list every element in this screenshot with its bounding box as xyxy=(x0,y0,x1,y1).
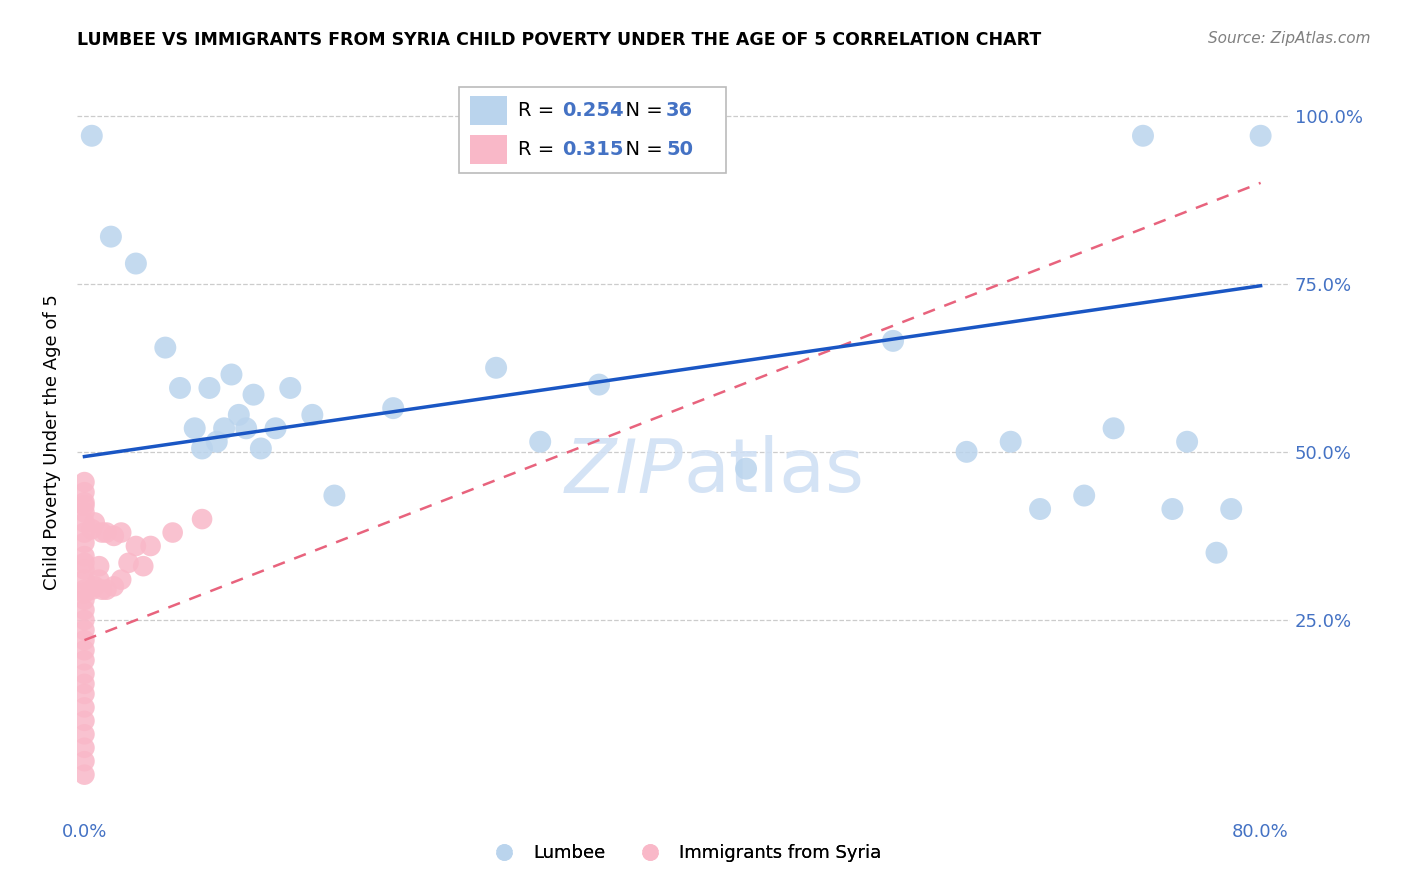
Point xyxy=(735,461,758,475)
Point xyxy=(955,445,977,459)
Text: atlas: atlas xyxy=(683,435,865,508)
Point xyxy=(323,489,346,503)
Point xyxy=(191,442,214,456)
Point xyxy=(100,229,122,244)
Point xyxy=(73,623,96,637)
Point xyxy=(1175,434,1198,449)
Point xyxy=(1161,502,1184,516)
Point xyxy=(103,529,125,543)
Point xyxy=(73,549,96,563)
Point xyxy=(110,573,132,587)
Point xyxy=(73,582,96,597)
Point xyxy=(91,582,114,597)
Point xyxy=(198,381,221,395)
Point xyxy=(73,562,96,576)
Point xyxy=(228,408,250,422)
Point xyxy=(103,579,125,593)
Point xyxy=(1205,546,1227,560)
Point xyxy=(1073,489,1095,503)
Point xyxy=(80,522,103,536)
Point xyxy=(242,387,264,401)
Y-axis label: Child Poverty Under the Age of 5: Child Poverty Under the Age of 5 xyxy=(44,293,60,590)
Point xyxy=(89,559,111,574)
Point xyxy=(73,666,96,681)
Point xyxy=(139,539,162,553)
Point xyxy=(155,341,177,355)
Point xyxy=(882,334,904,348)
Point xyxy=(83,579,105,593)
Point xyxy=(1029,502,1052,516)
Point xyxy=(73,714,96,728)
Point xyxy=(73,740,96,755)
Point xyxy=(73,535,96,549)
Point xyxy=(132,559,155,574)
Point xyxy=(73,767,96,781)
Point xyxy=(89,573,111,587)
Point xyxy=(205,434,228,449)
Point xyxy=(73,495,96,509)
Text: ZIP: ZIP xyxy=(565,435,683,508)
Point xyxy=(73,475,96,489)
Point xyxy=(73,633,96,648)
Point xyxy=(1250,128,1272,143)
Point xyxy=(1220,502,1243,516)
Point xyxy=(162,525,184,540)
Point xyxy=(73,687,96,701)
Point xyxy=(264,421,287,435)
Point xyxy=(73,677,96,691)
Point xyxy=(125,256,148,270)
Point xyxy=(73,727,96,741)
Point xyxy=(588,377,610,392)
Legend: Lumbee, Immigrants from Syria: Lumbee, Immigrants from Syria xyxy=(478,837,889,870)
Point xyxy=(73,754,96,768)
Point xyxy=(73,592,96,607)
Point xyxy=(382,401,405,416)
Point xyxy=(73,573,96,587)
Point xyxy=(529,434,551,449)
Point xyxy=(191,512,214,526)
Point xyxy=(1132,128,1154,143)
Point xyxy=(73,653,96,667)
Point xyxy=(80,128,103,143)
Point xyxy=(125,539,148,553)
Text: LUMBEE VS IMMIGRANTS FROM SYRIA CHILD POVERTY UNDER THE AGE OF 5 CORRELATION CHA: LUMBEE VS IMMIGRANTS FROM SYRIA CHILD PO… xyxy=(77,31,1042,49)
Point xyxy=(96,525,118,540)
Point xyxy=(73,525,96,540)
Point xyxy=(110,525,132,540)
Point xyxy=(73,516,96,530)
Point xyxy=(169,381,191,395)
Point xyxy=(73,485,96,500)
Text: Source: ZipAtlas.com: Source: ZipAtlas.com xyxy=(1208,31,1371,46)
Point xyxy=(212,421,235,435)
Point xyxy=(117,556,139,570)
Point xyxy=(301,408,323,422)
Point xyxy=(73,586,96,600)
Point xyxy=(96,582,118,597)
Point xyxy=(73,613,96,627)
Point xyxy=(221,368,243,382)
Point xyxy=(73,643,96,657)
Point xyxy=(73,603,96,617)
Point xyxy=(250,442,273,456)
Point xyxy=(183,421,205,435)
Point xyxy=(1000,434,1022,449)
Point xyxy=(73,499,96,513)
Point xyxy=(73,556,96,570)
Point xyxy=(73,700,96,714)
Point xyxy=(235,421,257,435)
Point xyxy=(91,525,114,540)
Point xyxy=(73,505,96,519)
Point xyxy=(80,582,103,597)
Point xyxy=(278,381,301,395)
Point xyxy=(1102,421,1125,435)
Point xyxy=(485,360,508,375)
Point xyxy=(83,516,105,530)
